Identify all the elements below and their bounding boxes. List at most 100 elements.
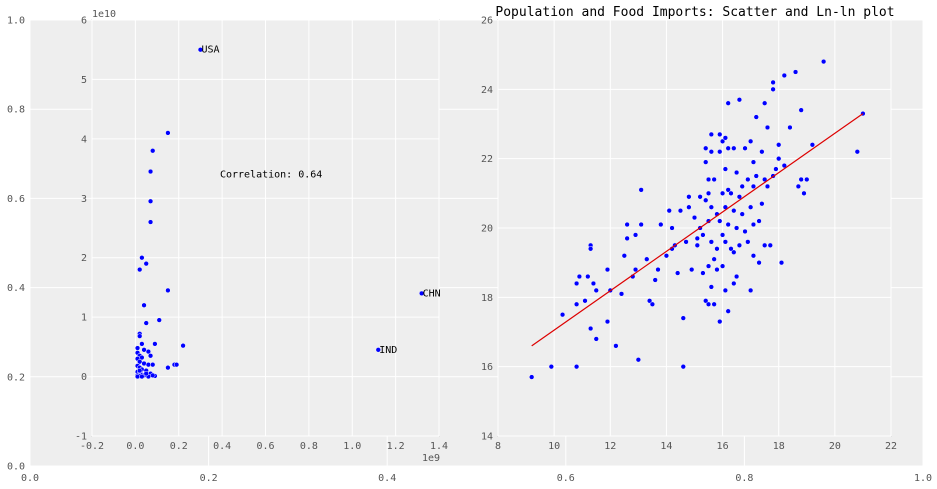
- data-point: [573, 301, 580, 307]
- point-label: IND: [379, 345, 397, 356]
- data-point: [756, 260, 762, 266]
- data-point: [708, 204, 714, 210]
- data-point: [137, 266, 143, 273]
- data-point: [587, 325, 594, 332]
- data-point: [711, 256, 717, 262]
- data-point: [147, 219, 154, 225]
- data-point: [143, 370, 149, 377]
- correlation-annotation: Correlation: 0.64: [220, 169, 322, 180]
- outer-y-tick-label: 0.8: [7, 105, 25, 116]
- data-point: [756, 218, 762, 224]
- data-point: [156, 317, 162, 323]
- data-point: [764, 183, 771, 190]
- left-x-tick-label: 1.4: [430, 441, 448, 452]
- data-point: [649, 301, 656, 307]
- data-point: [703, 298, 709, 304]
- left-y-tick-label: -1: [75, 432, 87, 443]
- right-grid: [497, 19, 892, 437]
- data-point: [165, 287, 171, 294]
- data-point: [700, 270, 706, 276]
- data-point: [745, 176, 751, 183]
- right-y-tick-label: 18: [481, 293, 493, 304]
- data-point: [708, 239, 714, 245]
- data-point: [683, 239, 689, 245]
- left-y-tick-label: 1: [81, 313, 87, 324]
- data-point: [613, 343, 619, 349]
- data-point: [792, 69, 799, 75]
- data-point: [798, 176, 804, 183]
- data-point: [143, 320, 149, 326]
- data-point: [697, 194, 703, 200]
- data-point: [708, 284, 714, 290]
- right-y-tick-label: 24: [481, 85, 493, 96]
- data-point: [638, 221, 644, 228]
- left-y-tick-label: 3: [81, 194, 87, 205]
- data-point: [593, 336, 599, 342]
- right-x-tick-label: 8: [495, 441, 501, 452]
- data-point: [776, 156, 782, 162]
- left-x-tick-label: 1.0: [343, 441, 361, 452]
- data-point: [632, 266, 639, 273]
- right-x-tick-label: 22: [885, 441, 897, 452]
- data-point: [694, 242, 700, 248]
- data-point: [722, 287, 729, 294]
- data-point: [694, 235, 700, 242]
- data-point: [680, 364, 686, 370]
- data-point: [719, 263, 726, 269]
- data-point: [725, 187, 731, 193]
- data-point: [750, 183, 757, 190]
- data-point: [711, 301, 717, 307]
- data-point: [725, 221, 731, 228]
- data-point: [759, 149, 765, 155]
- data-point: [714, 246, 720, 252]
- data-point: [150, 372, 156, 379]
- data-point: [725, 145, 731, 151]
- data-point: [736, 242, 743, 248]
- data-point: [632, 232, 639, 238]
- data-point: [689, 266, 695, 273]
- left-x-tick-label: -0.2: [80, 441, 104, 452]
- data-point: [587, 246, 594, 252]
- left-points: [134, 47, 425, 380]
- data-point: [742, 145, 748, 151]
- right-y-tick-label: 16: [481, 362, 493, 373]
- left-y-tick-label: 6: [81, 16, 87, 27]
- left-labels: USA CHN IND: [201, 45, 440, 356]
- data-point: [691, 214, 698, 221]
- data-point: [854, 149, 860, 155]
- data-point: [573, 280, 580, 287]
- figure-title: Population and Food Imports: Scatter and…: [495, 5, 894, 20]
- data-point: [686, 204, 692, 210]
- data-point: [776, 142, 782, 148]
- data-point: [147, 353, 154, 359]
- data-point: [141, 302, 147, 308]
- data-point: [801, 190, 807, 196]
- data-point: [624, 235, 630, 242]
- outer-ticks: 0.0 0.2 0.4 0.6 0.8 1.0 0.0 0.2 0.4 0.6 0.8 1.0: [7, 16, 932, 485]
- data-point: [739, 183, 745, 190]
- right-x-tick-label: 16: [717, 441, 729, 452]
- data-point: [747, 204, 754, 210]
- labeled-data-point: [375, 347, 381, 353]
- data-point: [705, 301, 712, 307]
- data-point: [573, 364, 580, 370]
- data-point: [137, 333, 143, 339]
- data-point: [820, 58, 827, 65]
- data-point: [728, 246, 734, 252]
- data-point: [548, 364, 554, 370]
- right-plot: 8 10 12 14 16 18 20 22 14 16 18 20 22 24 26: [481, 16, 897, 453]
- data-point: [717, 218, 723, 224]
- data-point: [559, 312, 566, 318]
- data-point: [139, 255, 145, 261]
- data-point: [604, 318, 611, 325]
- data-point: [708, 131, 714, 138]
- data-point: [733, 225, 740, 231]
- outer-y-tick-label: 0.4: [7, 283, 25, 294]
- data-point: [731, 280, 737, 287]
- data-point: [705, 176, 712, 183]
- data-point: [624, 221, 630, 228]
- left-y-tick-label: 4: [81, 134, 87, 145]
- data-point: [809, 142, 816, 148]
- data-point: [728, 190, 734, 196]
